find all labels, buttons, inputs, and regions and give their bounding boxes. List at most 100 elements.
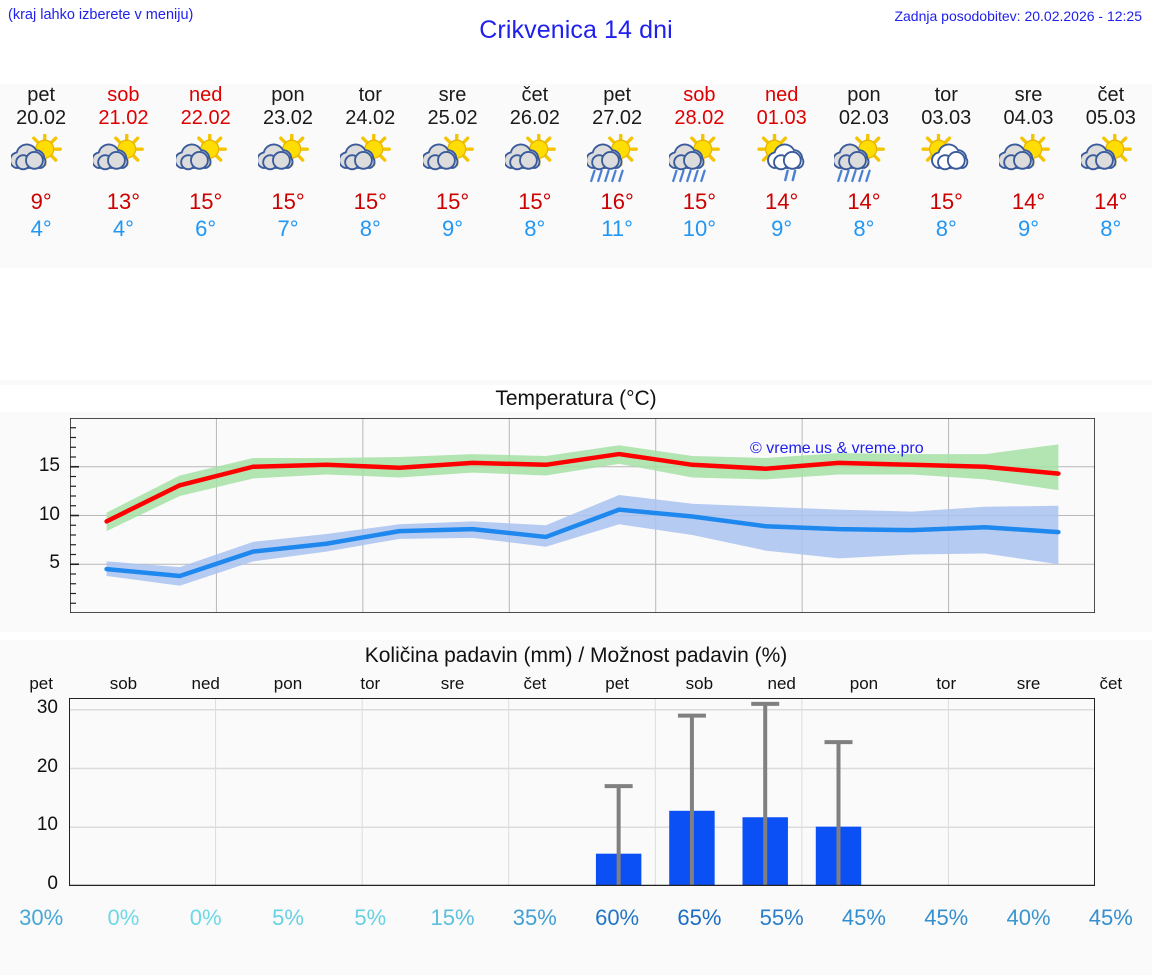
temperature-y-axis-label: 10	[38, 503, 60, 525]
precipitation-day-label: pon	[849, 674, 879, 693]
precipitation-probability: 15%	[430, 905, 475, 930]
precipitation-day-label: sre	[1016, 674, 1041, 693]
day-column[interactable]: pet 20.02 9° 4°	[0, 84, 82, 268]
day-column[interactable]: čet 05.03 14° 8°	[1070, 84, 1152, 268]
day-name: ned	[189, 84, 223, 106]
page-title: Crikvenica 14 dni	[479, 16, 673, 44]
precipitation-probability: 0%	[189, 905, 222, 930]
day-name: sob	[683, 84, 716, 106]
precipitation-y-axis-label: 30	[36, 696, 58, 718]
day-column[interactable]: sob 21.02 13° 4°	[82, 84, 164, 268]
day-date: 23.02	[262, 107, 314, 129]
day-date: 05.03	[1085, 107, 1136, 129]
day-temp-min: 11°	[601, 216, 633, 241]
precipitation-y-axis-label: 20	[36, 755, 58, 777]
daily-forecast-strip: pet 20.02 9° 4° sob 21.02 13° 4° ned 22.02 15° 6° po…	[0, 84, 1152, 268]
menu-hint-text: (kraj lahko izberete v meniju)	[8, 7, 194, 23]
precipitation-day-label: pet	[605, 674, 629, 693]
day-name: ned	[764, 84, 799, 106]
day-column[interactable]: sob 28.02 15° 10°	[658, 84, 740, 268]
temperature-chart-title: Temperatura (°C)	[0, 385, 1152, 412]
sun-behind-rain-cloud-icon	[663, 132, 735, 184]
day-temp-min: 10°	[682, 216, 717, 241]
day-temp-min: 6°	[195, 216, 217, 241]
day-date: 22.02	[180, 107, 231, 129]
temperature-line-chart	[69, 417, 1096, 614]
precipitation-probability: 30%	[19, 905, 64, 930]
day-temp-max: 14°	[1011, 189, 1046, 214]
temperature-y-axis-label: 15	[38, 454, 60, 476]
temperature-chart-panel: Temperatura (°C) 5 10 15 © vreme.us & vreme…	[0, 380, 1152, 632]
day-date: 25.02	[427, 107, 478, 129]
day-temp-min: 4°	[112, 216, 134, 241]
day-name: pet	[27, 84, 56, 106]
day-column[interactable]: sre 25.02 15° 9°	[411, 84, 493, 268]
sun-behind-cloud-icon	[170, 132, 242, 184]
precipitation-probability: 55%	[759, 905, 804, 930]
day-name: sre	[438, 84, 467, 106]
watermark: © vreme.us & vreme.pro	[750, 440, 924, 457]
sun-behind-light-cloud-icon	[910, 132, 982, 184]
precipitation-day-label: čet	[1099, 674, 1123, 693]
day-name: tor	[934, 84, 958, 106]
day-temp-min: 4°	[30, 216, 52, 241]
day-date: 26.02	[509, 107, 560, 129]
day-temp-max: 14°	[847, 189, 881, 214]
day-date: 01.03	[756, 107, 807, 129]
day-column[interactable]: tor 24.02 15° 8°	[329, 84, 411, 268]
temperature-y-axis-label: 5	[49, 552, 60, 574]
day-temp-max: 15°	[271, 189, 305, 214]
day-name: pon	[271, 84, 305, 106]
day-name: pet	[603, 84, 632, 106]
sun-behind-cloud-icon	[417, 132, 489, 184]
precipitation-y-axis-label: 10	[36, 814, 58, 836]
sun-behind-cloud-icon	[1075, 132, 1147, 184]
page-header: (kraj lahko izberete v meniju) Crikvenic…	[0, 0, 1152, 48]
day-date: 04.03	[1003, 107, 1054, 129]
day-name: pon	[847, 84, 881, 106]
precipitation-probability: 5%	[272, 905, 304, 930]
sun-behind-light-rain-cloud-icon	[746, 132, 818, 184]
day-column[interactable]: sre 04.03 14° 9°	[987, 84, 1069, 268]
last-updated-text: Zadnja posodobitev: 20.02.2026 - 12:25	[894, 8, 1142, 24]
day-column[interactable]: pon 23.02 15° 7°	[247, 84, 329, 268]
precipitation-probability-row: 30% 0% 0% 5% 5% 15% 35% 60% 65% 55% 45% 45% 40% 45%	[0, 905, 1152, 945]
day-column[interactable]: tor 03.03 15° 8°	[905, 84, 987, 268]
precipitation-day-label: ned	[767, 674, 796, 693]
precipitation-day-label: pon	[273, 674, 303, 693]
day-temp-min: 8°	[524, 216, 546, 241]
precipitation-day-label: sob	[109, 674, 138, 693]
precipitation-probability: 45%	[841, 905, 886, 930]
day-column[interactable]: pet 27.02 16° 11°	[576, 84, 658, 268]
day-name: čet	[521, 84, 549, 106]
precipitation-probability: 40%	[1006, 905, 1051, 930]
precipitation-day-label: sob	[685, 674, 714, 693]
sun-behind-cloud-icon	[334, 132, 406, 184]
temperature-plot-area	[69, 417, 1096, 614]
precipitation-probability: 35%	[512, 905, 557, 930]
day-date: 03.03	[921, 107, 972, 129]
day-date: 24.02	[345, 107, 396, 129]
precipitation-day-label: ned	[191, 674, 220, 693]
precipitation-probability: 45%	[924, 905, 969, 930]
day-name: sre	[1014, 84, 1043, 106]
day-name: tor	[358, 84, 382, 106]
day-temp-min: 7°	[277, 216, 299, 241]
day-temp-max: 16°	[600, 189, 634, 214]
sun-behind-cloud-icon	[5, 132, 77, 184]
precipitation-day-label: tor	[360, 674, 381, 693]
day-temp-min: 8°	[359, 216, 381, 241]
day-column[interactable]: čet 26.02 15° 8°	[494, 84, 576, 268]
day-column[interactable]: ned 01.03 14° 9°	[741, 84, 823, 268]
day-temp-max: 15°	[929, 189, 963, 214]
sun-behind-cloud-icon	[87, 132, 159, 184]
day-column[interactable]: ned 22.02 15° 6°	[165, 84, 247, 268]
sun-behind-cloud-icon	[252, 132, 324, 184]
day-date: 27.02	[592, 107, 643, 129]
day-column[interactable]: pon 02.03 14° 8°	[823, 84, 905, 268]
precipitation-day-label: čet	[523, 674, 547, 693]
day-temp-max: 14°	[765, 189, 799, 214]
day-date: 02.03	[838, 107, 889, 129]
precipitation-day-label: sre	[440, 674, 465, 693]
sun-behind-rain-cloud-icon	[828, 132, 900, 184]
